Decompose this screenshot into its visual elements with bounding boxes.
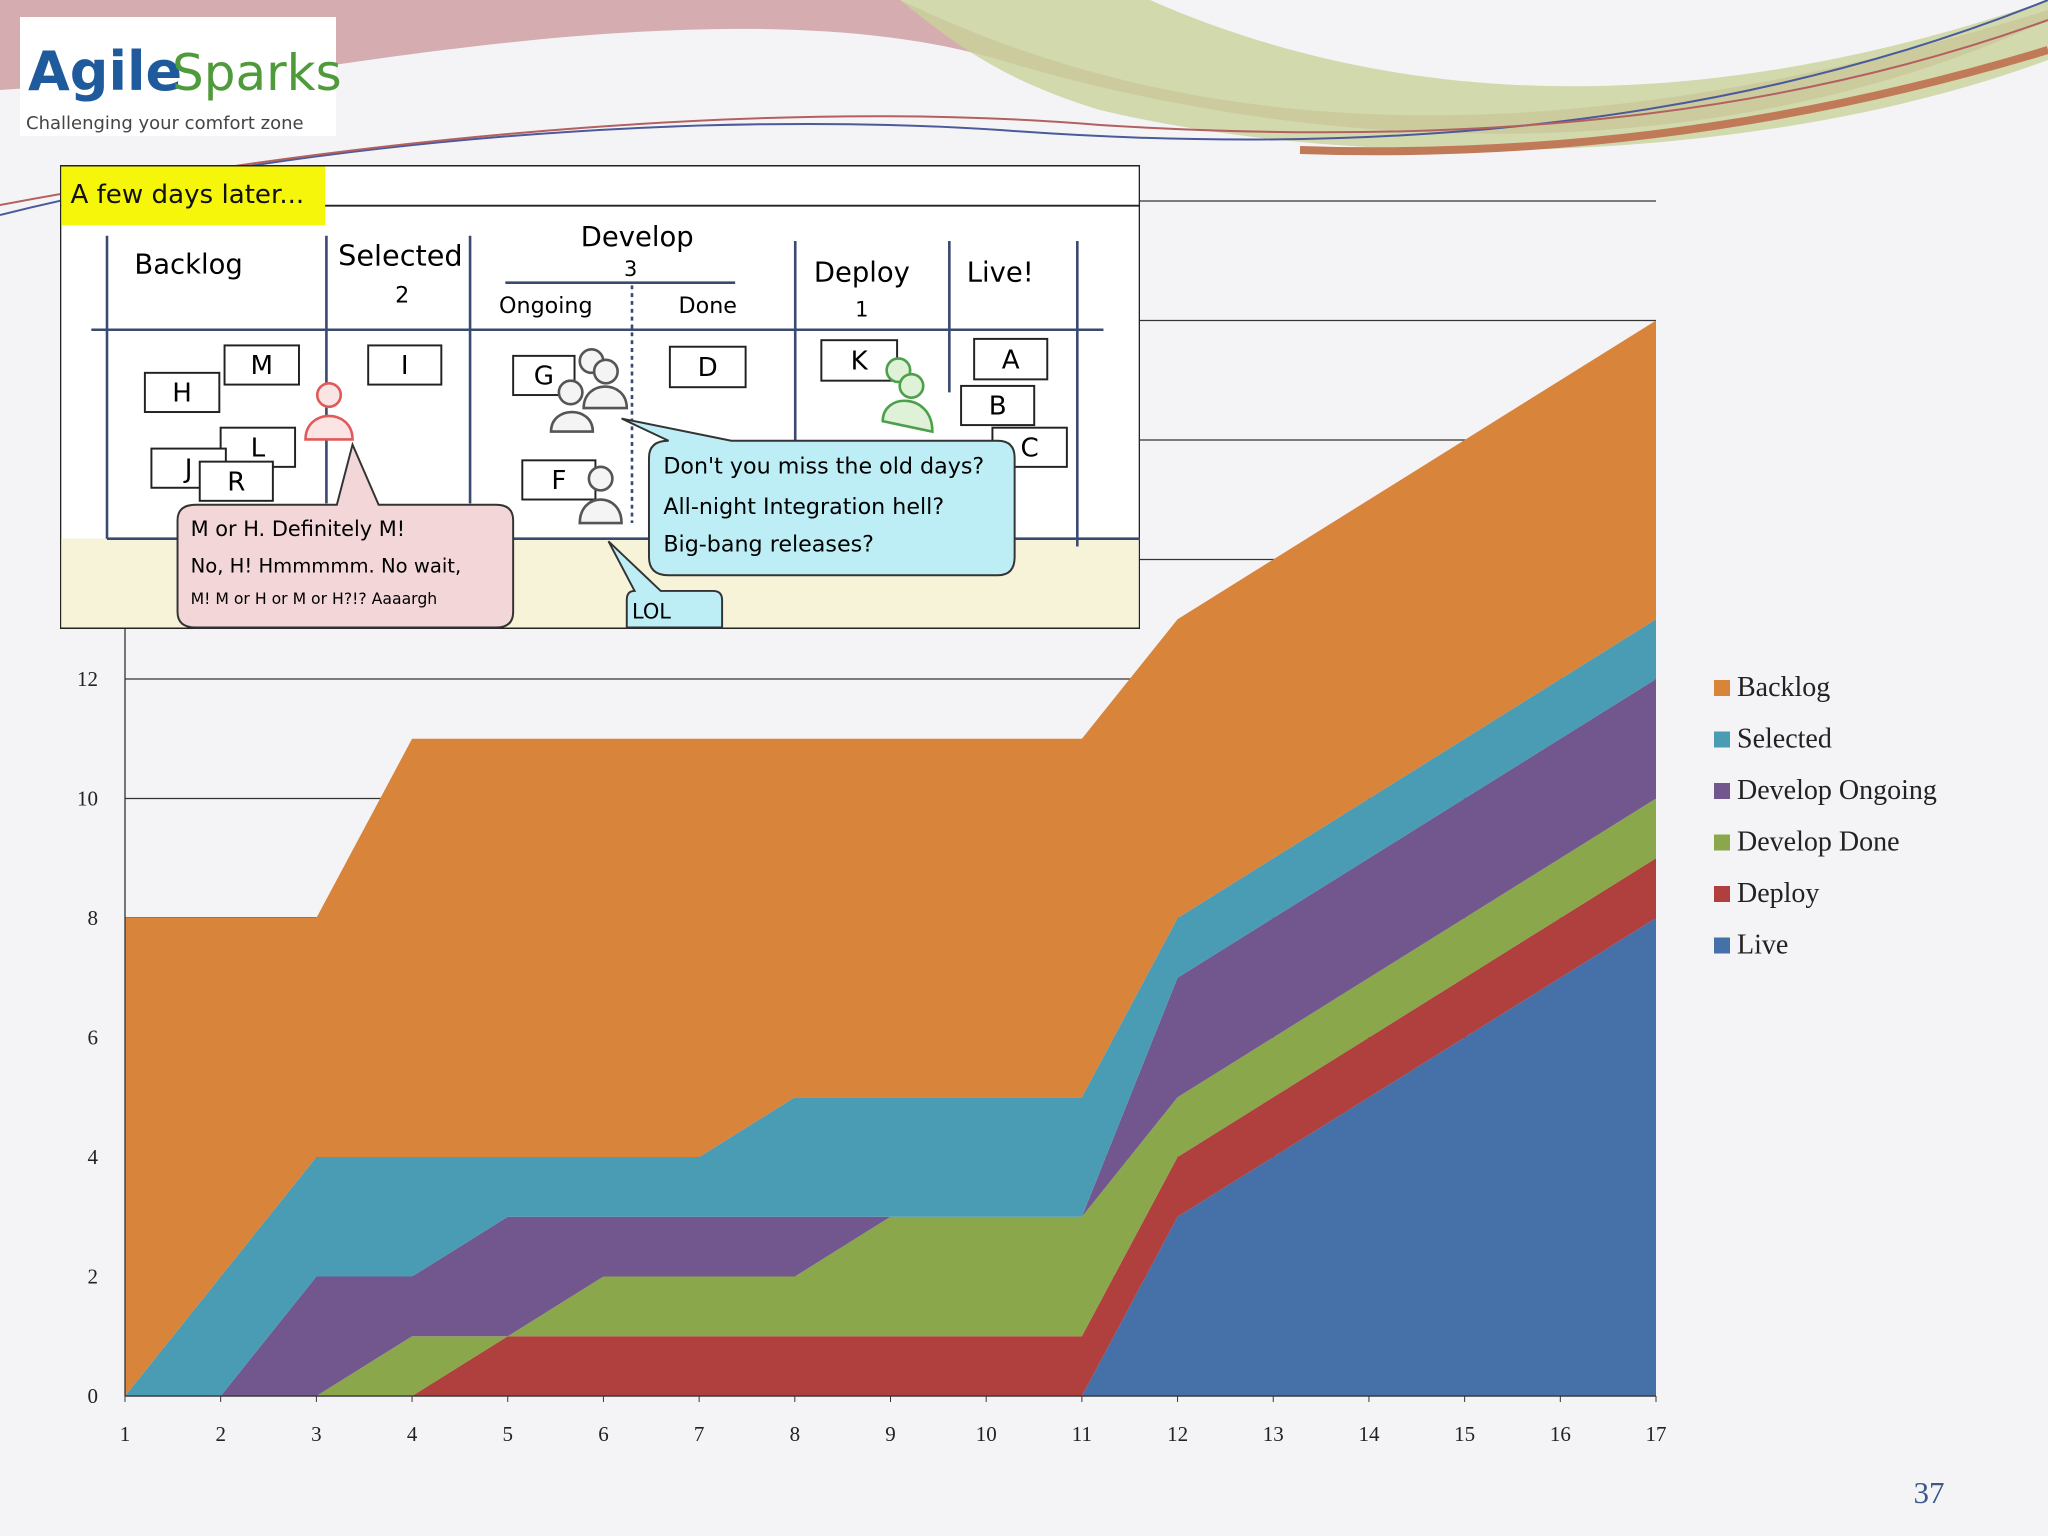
x-tick-label: 15	[1454, 1422, 1475, 1446]
header-wave	[900, 0, 2048, 151]
legend-swatch	[1714, 937, 1730, 954]
bubble-text: M! M or H or M or H?!? Aaaargh	[191, 589, 438, 608]
y-tick-label: 4	[88, 1145, 99, 1169]
board-picture: A few days later... Backlog Selected 2 D…	[60, 165, 1140, 629]
logo-name: Agile	[28, 40, 182, 103]
bubble-text: Big-bang releases?	[663, 532, 874, 558]
x-tick-label: 10	[976, 1422, 997, 1446]
x-tick-label: 8	[790, 1422, 801, 1446]
legend-label: Develop Ongoing	[1737, 775, 1937, 806]
x-tick-label: 11	[1072, 1422, 1092, 1446]
logo-box	[20, 17, 336, 136]
card-label: A	[1002, 345, 1020, 375]
column-header: Backlog	[134, 250, 242, 281]
card-label: R	[227, 467, 245, 497]
card-label: C	[1021, 433, 1039, 463]
area	[125, 619, 1656, 1396]
column-header: Live!	[967, 257, 1034, 288]
wip-limit: 1	[855, 298, 868, 322]
card-label: D	[698, 353, 718, 383]
card	[960, 384, 1036, 427]
legend-label: Backlog	[1737, 672, 1830, 703]
speech-bubble	[607, 540, 724, 629]
logo-tagline: Challenging your comfort zone	[26, 113, 304, 134]
legend-swatch	[1714, 731, 1730, 748]
page-number: 37	[1914, 1475, 1945, 1510]
people	[304, 348, 934, 525]
x-tick-label: 2	[215, 1422, 226, 1446]
legend-swatch	[1714, 680, 1730, 696]
x-tick-label: 3	[311, 1422, 322, 1446]
column-header: Selected	[338, 239, 463, 273]
bubble-text: No, H! Hmmmmm. No wait,	[191, 555, 462, 578]
card-label: J	[183, 454, 193, 484]
card-label: K	[851, 347, 869, 377]
bubble-text: LOL	[632, 599, 671, 623]
card	[367, 344, 443, 386]
y-tick-label: 6	[88, 1026, 99, 1050]
legend-label: Live	[1737, 930, 1788, 961]
card-label: F	[551, 466, 566, 496]
x-tick-label: 5	[503, 1422, 514, 1446]
area	[125, 320, 1656, 1396]
legend-label: Develop Done	[1737, 827, 1900, 858]
header-line	[1299, 46, 2048, 156]
x-tick-label: 9	[885, 1422, 896, 1446]
x-tick-label: 14	[1358, 1422, 1380, 1446]
card-label: H	[172, 379, 192, 409]
bubble-text: Don't you miss the old days?	[663, 453, 984, 479]
x-tick-label: 12	[1167, 1422, 1188, 1446]
legend-label: Selected	[1737, 724, 1832, 755]
y-tick-label: 2	[88, 1265, 99, 1289]
card	[198, 460, 274, 502]
x-tick-label: 7	[694, 1422, 705, 1446]
bubble-text: All-night Integration hell?	[663, 494, 944, 520]
area	[125, 918, 1656, 1396]
card-label: M	[250, 351, 273, 381]
legend-swatch	[1714, 834, 1730, 851]
chart: 0246810121416182012345678910111213141516…	[77, 189, 1667, 1446]
bubble-text: M or H. Definitely M!	[191, 517, 406, 541]
card	[668, 345, 747, 389]
y-tick-label: 0	[88, 1384, 99, 1408]
header-line	[0, 0, 2048, 216]
x-tick-label: 17	[1646, 1422, 1667, 1446]
y-tick-label: 10	[77, 787, 98, 811]
x-tick-label: 4	[407, 1422, 418, 1446]
column-header: Done	[679, 293, 737, 319]
cards: M H L J R I G F D K ABC	[143, 337, 1068, 502]
wip-limit: 2	[395, 282, 409, 308]
legend-label: Deploy	[1737, 878, 1819, 909]
legend: Backlog Selected Develop Ongoing Develop Do…	[1714, 672, 1937, 961]
card-label: G	[534, 362, 554, 392]
x-tick-label: 16	[1550, 1422, 1571, 1446]
x-tick-label: 1	[120, 1422, 131, 1446]
card-label: B	[989, 392, 1007, 422]
logo-name: Sparks	[172, 44, 342, 102]
x-tick-label: 13	[1263, 1422, 1284, 1446]
column-header: Develop	[581, 222, 694, 253]
header-line	[0, 19, 2048, 206]
area	[125, 798, 1656, 1396]
caption: A few days later...	[70, 180, 304, 210]
legend-swatch	[1714, 783, 1730, 799]
y-tick-label: 8	[88, 906, 99, 930]
y-tick-label: 12	[77, 667, 98, 691]
column-header: Deploy	[814, 257, 910, 288]
card	[223, 344, 300, 386]
speech-bubble	[621, 417, 1016, 577]
x-tick-label: 6	[598, 1422, 609, 1446]
column-header: Ongoing	[499, 293, 593, 319]
card	[973, 337, 1049, 381]
wip-limit: 3	[624, 257, 637, 281]
legend-swatch	[1714, 886, 1730, 902]
card	[143, 371, 221, 413]
card-label: I	[401, 351, 409, 381]
speech-bubble	[176, 441, 515, 629]
card-label: L	[251, 433, 266, 463]
caption-box	[61, 166, 326, 226]
